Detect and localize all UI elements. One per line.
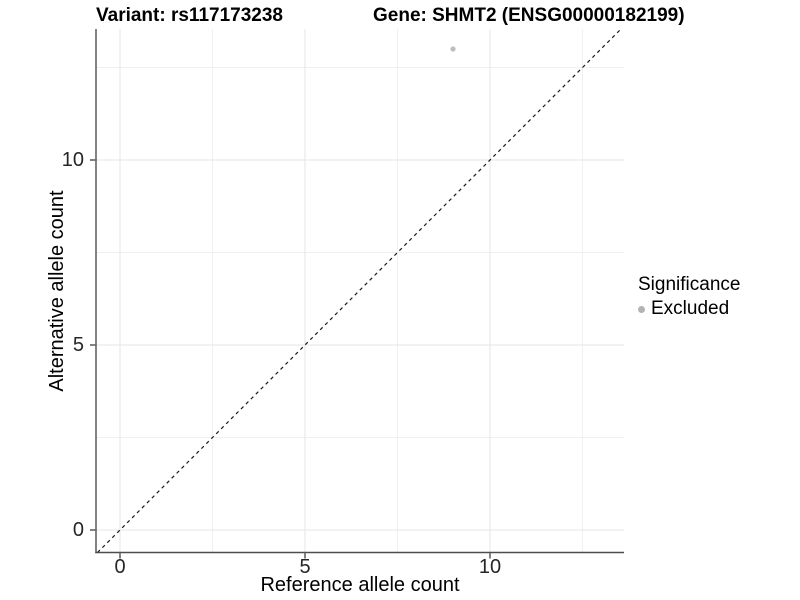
x-tick-label: 10 [478, 556, 502, 578]
y-tick-label: 5 [72, 334, 84, 356]
plot-title-variant: Variant: rs117173238 [96, 5, 283, 26]
y-tick-label: 10 [61, 149, 84, 171]
x-axis-title: Reference allele count [260, 574, 460, 596]
legend-item-label: Excluded [651, 298, 730, 319]
identity-dashed-line [97, 28, 622, 553]
y-axis-title: Alternative allele count [46, 190, 68, 392]
x-tick-label: 0 [114, 556, 126, 578]
data-point [450, 46, 456, 52]
y-tick-label: 0 [72, 519, 84, 541]
x-tick-label: 5 [299, 556, 311, 578]
plot-title-gene: Gene: SHMT2 (ENSG00000182199) [373, 5, 685, 26]
legend: Significance Excluded [638, 274, 740, 320]
legend-item-excluded: Excluded [638, 298, 740, 320]
legend-title: Significance [638, 274, 741, 295]
legend-key-circle-icon [638, 305, 645, 313]
